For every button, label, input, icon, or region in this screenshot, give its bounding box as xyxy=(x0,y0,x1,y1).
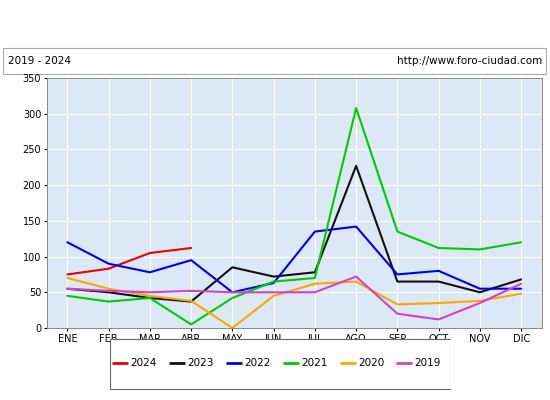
Text: 2019 - 2024: 2019 - 2024 xyxy=(8,56,72,66)
Text: 2019: 2019 xyxy=(415,358,441,368)
Text: 2021: 2021 xyxy=(301,358,327,368)
Bar xyxy=(3,48,546,74)
Text: 2023: 2023 xyxy=(188,358,213,368)
Text: 2020: 2020 xyxy=(358,358,384,368)
Text: http://www.foro-ciudad.com: http://www.foro-ciudad.com xyxy=(397,56,542,66)
Text: 2022: 2022 xyxy=(244,358,271,368)
Text: Evolucion Nº Turistas Extranjeros en el municipio de Laguna de Negrillos: Evolucion Nº Turistas Extranjeros en el … xyxy=(47,16,503,30)
Text: 2024: 2024 xyxy=(130,358,157,368)
